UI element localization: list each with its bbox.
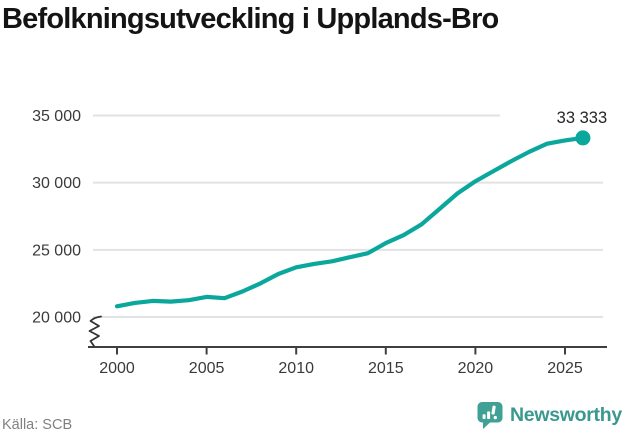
end-value-label: 33 333 [557,109,607,127]
y-tick-label: 35 000 [32,108,81,125]
trend-line [114,135,586,309]
newsworthy-logo-link[interactable]: Newsworthy [477,401,622,430]
x-tick-label: 2015 [368,360,404,377]
x-tick-label: 2025 [547,360,583,377]
x-tick-label: 2005 [189,360,225,377]
y-tick-label: 20 000 [32,310,81,327]
x-tick-label: 2000 [99,360,135,377]
source-label: Källa: SCB [2,417,73,433]
chart-speech-bubble-icon [477,402,503,429]
newsworthy-wordmark: Newsworthy [510,404,622,426]
y-tick-label: 30 000 [32,175,81,192]
end-label-backdrop [500,101,614,128]
end-point-dot [575,130,591,146]
chart-title: Befolkningsutveckling i Upplands-Bro [2,3,499,35]
x-tick-label: 2020 [458,360,494,377]
x-tick-label: 2010 [278,360,314,377]
y-tick-label: 25 000 [32,242,81,259]
axis-break-icon [88,315,102,347]
